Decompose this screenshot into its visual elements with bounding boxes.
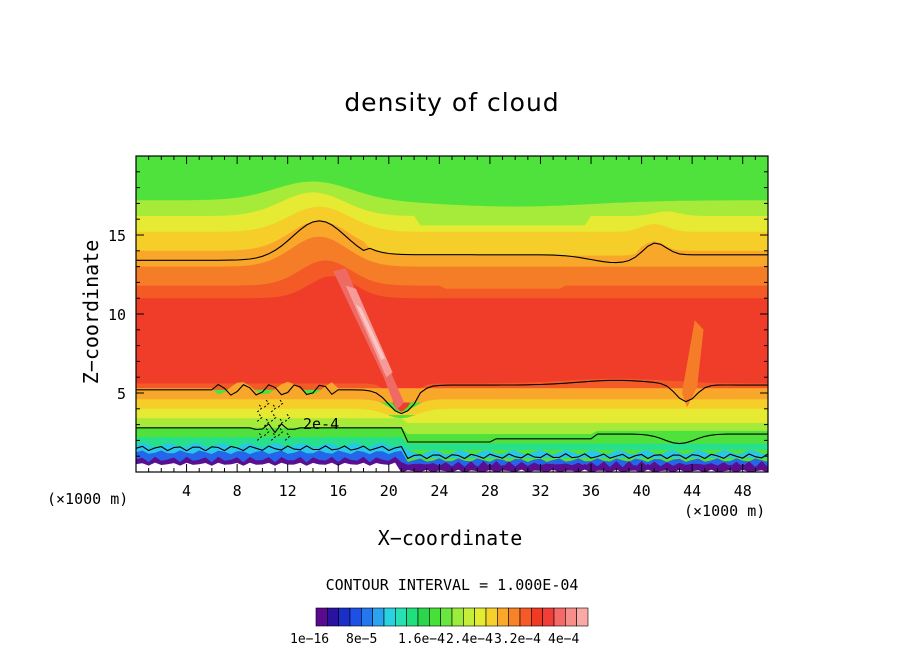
colorbar-swatch xyxy=(542,607,555,627)
dashed-contour xyxy=(263,427,270,437)
colorbar-swatch xyxy=(440,607,453,627)
x-tick-label: 20 xyxy=(380,482,398,500)
colorbar-swatch xyxy=(508,607,521,627)
x-tick-label: 36 xyxy=(582,482,600,500)
contour-fill-group xyxy=(136,156,768,472)
colorbar-tick-label: 2.4e−4 xyxy=(446,632,493,647)
dashed-contour xyxy=(277,398,284,408)
colorbar-tick-label: 8e−5 xyxy=(346,632,378,647)
colorbar-swatch xyxy=(451,607,464,627)
colorbar-tick-label: 1.6e−4 xyxy=(398,632,445,647)
colorbar-tick-label: 3.2e−4 xyxy=(494,632,541,647)
dashed-contour xyxy=(263,398,270,408)
colorbar-swatch xyxy=(406,607,419,627)
dashed-contour xyxy=(270,413,277,422)
dashed-contour xyxy=(284,432,291,441)
y-tick-label: 15 xyxy=(108,227,126,245)
x-tick-label: 40 xyxy=(633,482,651,500)
x-tick-label: 16 xyxy=(329,482,347,500)
dashed-contour xyxy=(256,403,263,413)
colorbar-swatch xyxy=(372,607,385,627)
chart-title: density of cloud xyxy=(344,88,560,117)
dashed-contour xyxy=(284,413,291,422)
x-tick-label: 28 xyxy=(481,482,499,500)
colorbar-tick-label: 1e−16 xyxy=(290,632,330,647)
colorbar-swatch xyxy=(497,607,509,627)
contour-line-label: 2e-4 xyxy=(303,415,339,433)
dashed-contour xyxy=(277,417,284,427)
x-tick-label: 24 xyxy=(430,482,448,500)
x-axis-label: X−coordinate xyxy=(377,526,523,550)
colorbar-swatch xyxy=(553,607,566,627)
x-tick-label: 44 xyxy=(683,482,701,500)
band-low-orange xyxy=(136,381,768,403)
contour-line-upper xyxy=(136,220,768,264)
dashed-contour xyxy=(256,432,263,441)
intrusion-right xyxy=(682,320,704,408)
dashed-contour xyxy=(270,432,277,441)
colorbar-swatch xyxy=(349,607,362,627)
colorbar xyxy=(315,607,589,627)
dashed-contour xyxy=(270,403,277,413)
colorbar-swatch xyxy=(474,607,487,627)
colorbar-swatch xyxy=(315,607,328,627)
colorbar-swatch xyxy=(565,607,577,627)
band-bottom-white xyxy=(136,462,767,472)
y-tick-label: 5 xyxy=(117,385,126,403)
x-tick-label: 4 xyxy=(182,482,191,500)
contour-line-middle xyxy=(136,379,768,415)
colorbar-tick-label: 4e−4 xyxy=(548,632,580,647)
x-unit-label-right: (×1000 m) xyxy=(684,502,766,520)
x-tick-label: 12 xyxy=(279,482,297,500)
y-tick-label: 10 xyxy=(108,306,126,324)
colorbar-swatch xyxy=(395,607,407,627)
band-red-core xyxy=(136,276,768,412)
x-tick-label: 8 xyxy=(233,482,242,500)
colorbar-swatch xyxy=(417,607,430,627)
colorbar-swatch xyxy=(361,607,373,627)
streak-peak xyxy=(355,304,385,360)
colorbar-swatch xyxy=(327,607,339,627)
colorbar-swatch xyxy=(429,607,441,627)
contour-lines-group xyxy=(136,220,768,460)
colorbar-swatch xyxy=(485,607,498,627)
dashed-contour xyxy=(256,413,263,422)
colorbar-swatch xyxy=(463,607,475,627)
y-axis-label: Z−coordinate xyxy=(79,239,103,385)
contour-line-2e-4 xyxy=(136,423,768,445)
dashed-contour xyxy=(263,417,270,427)
contour-line-low xyxy=(136,445,768,460)
colorbar-swatch xyxy=(383,607,396,627)
colorbar-swatch xyxy=(519,607,532,627)
colorbar-swatch xyxy=(576,607,589,627)
colorbar-swatch xyxy=(531,607,543,627)
contour-interval-label: CONTOUR INTERVAL = 1.000E-04 xyxy=(325,576,579,594)
dashed-contour xyxy=(277,427,284,437)
colorbar-swatch xyxy=(338,607,351,627)
x-tick-label: 48 xyxy=(734,482,752,500)
x-unit-label-left: (×1000 m) xyxy=(47,490,129,508)
x-tick-label: 32 xyxy=(531,482,549,500)
